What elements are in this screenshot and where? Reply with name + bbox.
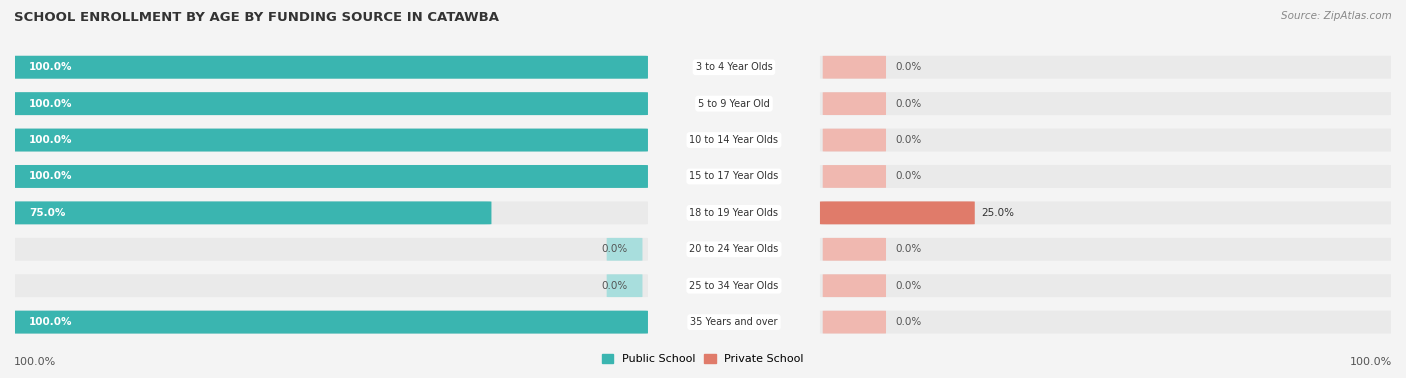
Text: 18 to 19 Year Olds: 18 to 19 Year Olds: [689, 208, 779, 218]
FancyBboxPatch shape: [11, 129, 648, 152]
FancyBboxPatch shape: [11, 201, 492, 225]
FancyBboxPatch shape: [820, 201, 1395, 225]
Text: 100.0%: 100.0%: [1350, 357, 1392, 367]
Text: 0.0%: 0.0%: [896, 244, 922, 254]
FancyBboxPatch shape: [11, 129, 648, 152]
Text: 100.0%: 100.0%: [28, 62, 72, 72]
FancyBboxPatch shape: [820, 311, 1395, 333]
Text: 0.0%: 0.0%: [602, 281, 627, 291]
Text: 20 to 24 Year Olds: 20 to 24 Year Olds: [689, 244, 779, 254]
FancyBboxPatch shape: [820, 56, 1395, 79]
Text: 0.0%: 0.0%: [896, 135, 922, 145]
Text: 0.0%: 0.0%: [896, 99, 922, 108]
FancyBboxPatch shape: [606, 238, 643, 261]
Text: 100.0%: 100.0%: [14, 357, 56, 367]
FancyBboxPatch shape: [820, 274, 1395, 297]
Text: 100.0%: 100.0%: [28, 172, 72, 181]
FancyBboxPatch shape: [820, 129, 1395, 152]
Text: 0.0%: 0.0%: [896, 62, 922, 72]
Legend: Public School, Private School: Public School, Private School: [598, 350, 808, 369]
Text: 100.0%: 100.0%: [28, 135, 72, 145]
Text: 5 to 9 Year Old: 5 to 9 Year Old: [699, 99, 770, 108]
FancyBboxPatch shape: [823, 311, 886, 333]
Text: 75.0%: 75.0%: [28, 208, 65, 218]
FancyBboxPatch shape: [11, 201, 648, 225]
FancyBboxPatch shape: [823, 56, 886, 79]
FancyBboxPatch shape: [11, 92, 648, 115]
FancyBboxPatch shape: [11, 165, 648, 188]
FancyBboxPatch shape: [820, 238, 1395, 261]
FancyBboxPatch shape: [820, 201, 974, 225]
Text: 0.0%: 0.0%: [896, 317, 922, 327]
FancyBboxPatch shape: [823, 238, 886, 261]
FancyBboxPatch shape: [11, 238, 648, 261]
Text: 15 to 17 Year Olds: 15 to 17 Year Olds: [689, 172, 779, 181]
FancyBboxPatch shape: [11, 56, 648, 79]
FancyBboxPatch shape: [823, 92, 886, 115]
FancyBboxPatch shape: [11, 274, 648, 297]
Text: 100.0%: 100.0%: [28, 99, 72, 108]
Text: 3 to 4 Year Olds: 3 to 4 Year Olds: [696, 62, 772, 72]
Text: 25.0%: 25.0%: [981, 208, 1015, 218]
FancyBboxPatch shape: [823, 129, 886, 152]
FancyBboxPatch shape: [823, 274, 886, 297]
FancyBboxPatch shape: [11, 311, 648, 333]
Text: SCHOOL ENROLLMENT BY AGE BY FUNDING SOURCE IN CATAWBA: SCHOOL ENROLLMENT BY AGE BY FUNDING SOUR…: [14, 11, 499, 24]
Text: 0.0%: 0.0%: [602, 244, 627, 254]
FancyBboxPatch shape: [820, 92, 1395, 115]
Text: 0.0%: 0.0%: [896, 172, 922, 181]
Text: Source: ZipAtlas.com: Source: ZipAtlas.com: [1281, 11, 1392, 21]
FancyBboxPatch shape: [823, 165, 886, 188]
FancyBboxPatch shape: [11, 311, 648, 333]
FancyBboxPatch shape: [820, 165, 1395, 188]
FancyBboxPatch shape: [11, 92, 648, 115]
Text: 35 Years and over: 35 Years and over: [690, 317, 778, 327]
Text: 0.0%: 0.0%: [896, 281, 922, 291]
FancyBboxPatch shape: [11, 56, 648, 79]
FancyBboxPatch shape: [606, 274, 643, 297]
Text: 10 to 14 Year Olds: 10 to 14 Year Olds: [689, 135, 779, 145]
Text: 100.0%: 100.0%: [28, 317, 72, 327]
FancyBboxPatch shape: [11, 165, 648, 188]
Text: 25 to 34 Year Olds: 25 to 34 Year Olds: [689, 281, 779, 291]
